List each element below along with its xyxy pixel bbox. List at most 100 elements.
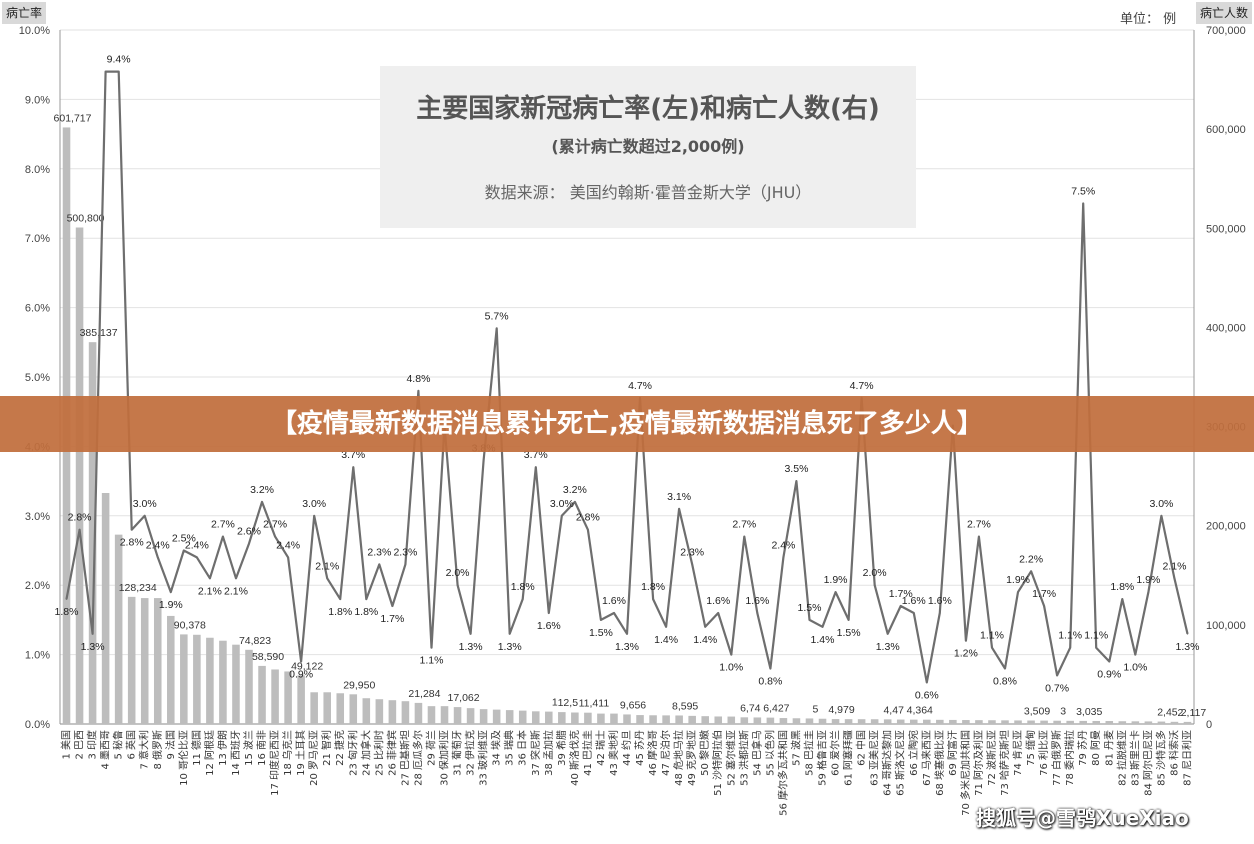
rate-label: 3.0% [133,498,157,510]
death-bar [531,711,540,724]
rate-label: 1.1% [1058,630,1082,642]
right-tick-label: 200,000 [1206,521,1246,533]
rate-point [417,390,420,392]
chart-title: 主要国家新冠病亡率(左)和病亡人数(右) [416,94,880,124]
rate-point [730,653,733,656]
right-axis-tag: 病亡人数 [1195,2,1252,24]
category-label: 49 克罗地亚 [685,730,698,786]
rate-label: 1.0% [719,662,743,674]
category-label: 62 中国 [855,730,868,766]
death-label: 500,800 [67,212,105,224]
category-label: 73 哈萨克斯坦 [998,730,1011,796]
category-label: 58 巴拉圭 [802,730,815,776]
death-bar [414,702,423,724]
category-label: 9 法国 [164,730,177,760]
death-label: 3,035 [1076,706,1102,718]
category-label: 6 英国 [125,730,138,760]
category-label: 34 埃及 [490,730,503,766]
category-label: 11 德国 [190,730,203,766]
rate-point [313,515,315,517]
rate-point [1082,202,1085,205]
rate-label: 1.6% [902,595,926,607]
rate-point [209,577,211,580]
death-label: 12,5 [558,697,579,709]
rate-label: 3.7% [341,449,365,461]
category-label: 3 印度 [86,730,99,760]
category-label: 86 科索沃 [1167,730,1180,776]
category-label: 70 多米尼加共和国 [959,730,972,816]
rate-point [91,632,94,635]
death-label: 2,117 [1181,707,1207,719]
death-label: 58,590 [252,651,284,663]
death-label: 21,284 [408,688,440,700]
rate-label: 7.5% [1071,186,1095,198]
rate-point [1121,598,1124,600]
category-label: 13 伊朗 [217,730,229,766]
death-bar [140,598,149,724]
death-bar [375,699,384,724]
rate-label: 3.7% [524,449,548,461]
category-label: 71 阿尔及利亚 [972,730,985,796]
rate-label: 1.7% [1032,588,1056,600]
category-label: 82 拉脱维亚 [1115,730,1128,786]
death-bar [714,716,723,724]
category-label: 26 菲律宾 [385,730,398,776]
death-label: 74,823 [239,635,271,647]
death-label: 4,47 [883,704,904,716]
death-bar [831,719,840,724]
death-label: 90,378 [174,619,206,631]
category-label: 87 尼日利亚 [1181,730,1193,786]
death-bar [949,719,957,724]
left-tick-label: 8.0% [25,164,50,176]
rate-label: 1.9% [824,574,848,586]
rate-point [821,626,824,628]
right-tick-label: 100,000 [1206,620,1246,632]
rate-label: 1.4% [811,634,835,646]
category-label: 68 埃塞俄比亚 [933,730,946,796]
death-bar [453,707,462,724]
death-bar [1027,720,1035,724]
category-label: 36 日本 [516,730,529,766]
rate-label: 3.0% [302,498,326,510]
death-label: 6,74 [740,702,761,714]
death-bar [1105,721,1114,724]
right-tick-label: 400,000 [1206,322,1246,334]
death-bar [362,698,371,724]
rate-point [430,646,433,649]
rate-label: 4.8% [406,373,430,385]
rate-point [1173,577,1176,580]
category-label: 78 委内瑞拉 [1063,730,1076,786]
death-label: 6,427 [763,703,789,715]
category-label: 35 瑞典 [503,730,516,766]
death-bar [662,715,670,724]
rate-point [1017,591,1019,593]
death-bar [75,227,84,725]
rate-point [743,535,746,538]
rate-point [1160,515,1163,517]
death-label: 128,234 [119,582,157,594]
death-bar [401,701,410,724]
category-label: 38 孟加拉 [542,730,555,776]
rate-point [143,515,146,517]
category-label: 40 斯洛伐克 [568,730,581,786]
rate-label: 2.4% [276,539,300,551]
death-bar [857,719,866,724]
rate-label: 1.3% [498,641,522,653]
category-label: 56 摩尔多瓦共和国 [776,730,789,816]
category-label: 19 土耳其 [294,730,307,776]
death-bar [558,712,566,724]
category-label: 75 缅甸 [1024,730,1037,766]
rate-label: 1.6% [928,595,952,607]
category-label: 59 格鲁吉亚 [816,730,829,786]
death-bar [245,649,253,724]
death-bar [792,718,801,724]
death-label: 11,411 [579,698,610,710]
rate-point [287,556,289,559]
rate-label: 1.1% [980,630,1004,642]
category-label: 37 突尼斯 [529,730,542,776]
rate-label: 2.1% [1162,560,1186,572]
rate-label: 2.1% [315,560,339,572]
death-bar [440,706,449,724]
category-label: 27 巴基斯坦 [398,730,411,786]
death-bar [1170,721,1179,724]
